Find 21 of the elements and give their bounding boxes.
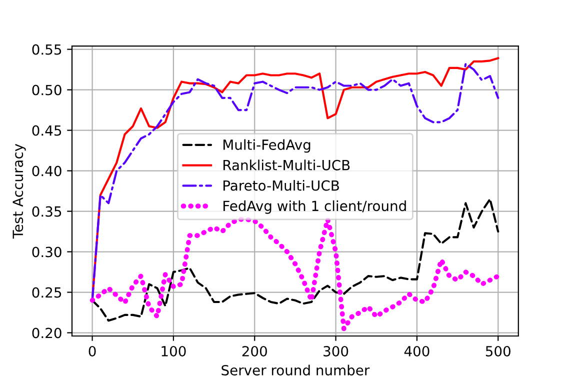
x-tick-label: 100 (162, 346, 186, 356)
legend-label: Ranklist-Multi-UCB (224, 160, 350, 170)
y-tick-label: 0.30 (32, 246, 62, 258)
y-tick-label: 0.45 (32, 125, 62, 136)
legend-label: Pareto-Multi-UCB (224, 180, 339, 191)
x-tick-label: 0 (88, 346, 96, 356)
y-tick-label: 0.25 (32, 287, 62, 298)
y-tick-label: 0.40 (32, 166, 62, 176)
x-axis-title: Server round number (222, 364, 370, 376)
x-tick-label: 500 (486, 346, 510, 356)
legend-label: Multi-FedAvg (224, 139, 310, 153)
y-tick-label: 0.50 (32, 84, 62, 96)
y-axis-title: Test Accuracy (12, 144, 26, 239)
x-tick-label: 300 (324, 346, 348, 356)
y-tick-label: 0.55 (32, 44, 62, 55)
line-series (91, 198, 500, 322)
y-tick-label: 0.35 (32, 206, 62, 217)
legend-label: FedAvg with 1 client/round (224, 200, 406, 214)
x-tick-label: 400 (404, 346, 430, 356)
x-tick-label: 200 (242, 346, 267, 356)
y-tick-label: 0.20 (32, 328, 62, 338)
